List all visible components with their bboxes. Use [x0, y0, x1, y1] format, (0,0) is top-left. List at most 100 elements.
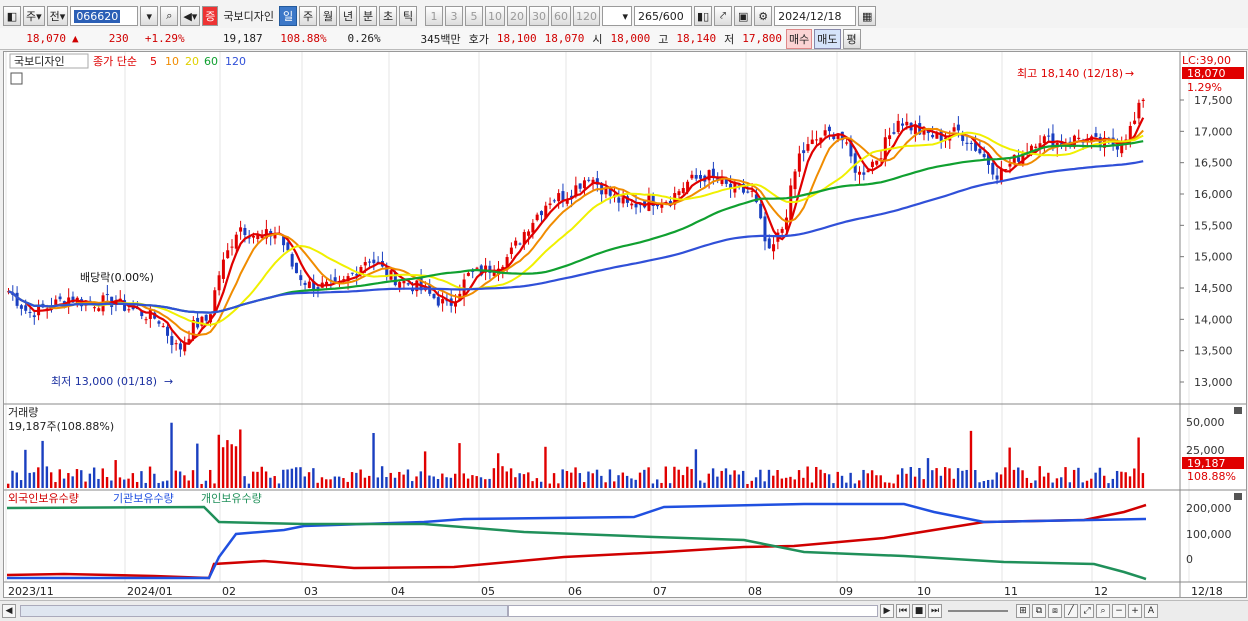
holding-lines — [6, 502, 1147, 581]
candle-body — [368, 261, 372, 263]
table-toggle-icon[interactable] — [10, 72, 23, 85]
code-dropdown-icon[interactable]: ▾ — [140, 6, 159, 26]
indicator-icon[interactable]: ⤤ — [714, 6, 733, 26]
scroll-thumb[interactable] — [508, 605, 878, 617]
period-week[interactable]: 주 — [299, 6, 318, 26]
speaker-icon[interactable]: ◀▾ — [180, 6, 201, 26]
volume-bar — [647, 467, 650, 488]
turnover-rate: 0.26% — [347, 32, 381, 45]
volume-bar — [92, 467, 96, 488]
search-icon[interactable]: ⌕ — [160, 6, 179, 26]
prev-button[interactable]: 전 ▾ — [46, 6, 69, 26]
volume-bar — [574, 467, 577, 488]
calendar-icon[interactable]: ▦ — [858, 6, 877, 26]
minute-10[interactable]: 10 — [485, 6, 506, 26]
last-page-icon[interactable]: ⏭ — [928, 604, 942, 618]
minute-120[interactable]: 120 — [573, 6, 601, 26]
draw-line-icon[interactable]: ╱ — [1064, 604, 1078, 618]
custom-period-dropdown[interactable]: ▾ — [602, 6, 633, 26]
candle-body — [793, 171, 797, 190]
zoom-slider[interactable] — [948, 610, 1008, 612]
scroll-right-icon[interactable]: ▶ — [880, 604, 894, 618]
x-tick-label: 04 — [391, 585, 405, 597]
draw-tool-icon[interactable]: ⤢ — [1080, 604, 1094, 618]
scroll-left-icon[interactable]: ◀ — [2, 604, 16, 618]
candle-body — [432, 293, 436, 299]
stock-badge-icon: 증 — [202, 6, 219, 26]
period-tick[interactable]: 틱 — [399, 6, 418, 26]
ma5-legend: 5 — [150, 55, 157, 68]
volume-bar — [724, 468, 728, 488]
volume-bar — [475, 476, 478, 488]
minute-5[interactable]: 5 — [465, 6, 484, 26]
sell-button[interactable]: 매도 — [814, 28, 841, 49]
overlay-icon[interactable]: ⧈ — [1048, 604, 1062, 618]
stop-icon[interactable]: ■ — [912, 604, 926, 618]
scroll-bar[interactable]: ◀ ▶ ⏮ ■ ⏭ ⊞ ⧉ ⧈ ╱ ⤢ ⌕ − + A — [0, 600, 1248, 621]
volume-bar — [1012, 469, 1016, 488]
chart-area[interactable]: 국보디자인 종가 단순 5 10 20 60 120 LC:39,00 18,0… — [3, 51, 1247, 598]
layout-icon[interactable]: ⊞ — [1016, 604, 1030, 618]
x-tick-label: 09 — [839, 585, 853, 597]
volume-bar — [810, 482, 814, 488]
volume-bar — [458, 443, 461, 488]
scroll-track[interactable] — [20, 605, 508, 617]
magnify-icon[interactable]: ⌕ — [1096, 604, 1110, 618]
ma-legend-label: 종가 단순 — [93, 55, 137, 68]
candle-type-icon[interactable]: ▮▯ — [694, 6, 713, 26]
minute-30[interactable]: 30 — [529, 6, 550, 26]
volume-bar — [600, 475, 603, 488]
date-input[interactable]: 2024/12/18 — [774, 6, 857, 26]
zoom-in-icon[interactable]: + — [1128, 604, 1142, 618]
volume-bar — [1004, 467, 1007, 488]
volume-bar — [686, 466, 689, 488]
code-input[interactable]: 066620 — [70, 6, 139, 26]
period-month[interactable]: 월 — [319, 6, 338, 26]
save-icon[interactable]: ▣ — [734, 6, 753, 26]
zoom-out-icon[interactable]: − — [1112, 604, 1126, 618]
volume-bar — [1072, 469, 1076, 488]
candle-body — [827, 126, 831, 132]
volume-bar — [466, 478, 470, 488]
candle-body — [656, 204, 660, 207]
volume-bar — [342, 478, 345, 488]
low-label: 저 — [724, 32, 735, 46]
volume-bar — [234, 446, 238, 488]
candle-body — [862, 172, 866, 175]
avg-button[interactable]: 평 — [842, 28, 861, 49]
candle-body — [170, 336, 174, 345]
period-day[interactable]: 일 — [279, 6, 298, 26]
count-input[interactable]: 265/600 — [634, 6, 693, 26]
volume-bar — [131, 473, 135, 488]
volume-bar — [406, 469, 410, 488]
period-year[interactable]: 년 — [339, 6, 358, 26]
x-tick-label: 07 — [653, 585, 667, 597]
holding-close-icon[interactable] — [1234, 493, 1242, 500]
x-tick-label: 05 — [481, 585, 495, 597]
volume-bar — [260, 466, 263, 488]
volume-bar — [191, 470, 195, 488]
chart-svg[interactable]: 국보디자인 종가 단순 5 10 20 60 120 LC:39,00 18,0… — [4, 52, 1246, 597]
period-minute[interactable]: 분 — [359, 6, 378, 26]
code-value: 066620 — [74, 9, 121, 23]
period-second[interactable]: 초 — [379, 6, 398, 26]
gear-icon[interactable]: ⚙ — [754, 6, 773, 26]
candle-body — [123, 300, 127, 311]
volume-bar — [986, 479, 990, 488]
text-tool-icon[interactable]: A — [1144, 604, 1158, 618]
volume-bar — [845, 482, 848, 488]
minute-1[interactable]: 1 — [425, 6, 444, 26]
minute-3[interactable]: 3 — [445, 6, 464, 26]
volume-bar — [380, 466, 384, 488]
minute-60[interactable]: 60 — [551, 6, 572, 26]
market-select[interactable]: 주 ▾ — [23, 6, 45, 26]
window-menu-icon[interactable]: ◧ — [3, 6, 21, 26]
volume-bar — [750, 480, 753, 488]
volume-bar — [32, 472, 36, 488]
compare-icon[interactable]: ⧉ — [1032, 604, 1046, 618]
volume-close-icon[interactable] — [1234, 407, 1242, 414]
first-page-icon[interactable]: ⏮ — [896, 604, 910, 618]
low-arrow-icon: → — [164, 375, 173, 388]
minute-20[interactable]: 20 — [507, 6, 528, 26]
buy-button[interactable]: 매수 — [786, 28, 813, 49]
